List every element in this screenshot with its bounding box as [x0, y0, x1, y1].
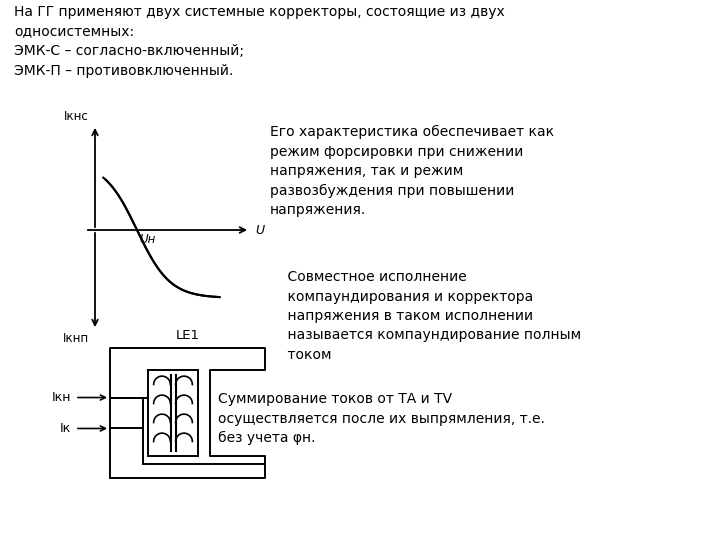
- Text: U: U: [255, 224, 264, 237]
- Text: Uн: Uн: [139, 233, 156, 246]
- Text: LE1: LE1: [176, 329, 199, 342]
- Text: Iкнп: Iкнп: [63, 332, 89, 345]
- Text: Iкн: Iкн: [52, 391, 71, 404]
- Text: Его характеристика обеспечивает как
режим форсировки при снижении
напряжения, та: Его характеристика обеспечивает как режи…: [270, 125, 554, 217]
- Text: Iкнс: Iкнс: [64, 110, 89, 123]
- Text: Iк: Iк: [60, 422, 71, 435]
- Text: Суммирование токов от ТА и TV
осуществляется после их выпрямления, т.е.
без учет: Суммирование токов от ТА и TV осуществля…: [218, 392, 545, 445]
- Text: Совместное исполнение
    компаундирования и корректора
    напряжения в таком и: Совместное исполнение компаундирования и…: [270, 270, 581, 362]
- Text: На ГГ применяют двух системные корректоры, состоящие из двух
односистемных:
ЭМК-: На ГГ применяют двух системные корректор…: [14, 5, 505, 78]
